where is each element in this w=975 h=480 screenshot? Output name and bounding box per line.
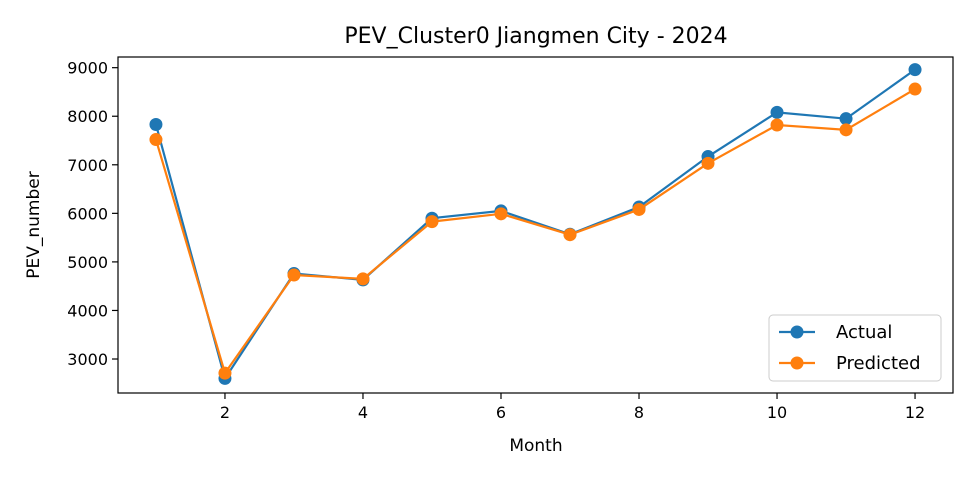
y-tick-label: 4000 (67, 301, 108, 320)
x-tick-label: 8 (634, 403, 644, 422)
data-point-predicted (563, 228, 577, 242)
y-tick-label: 3000 (67, 350, 108, 369)
data-point-predicted (494, 207, 508, 221)
legend-swatch-marker (790, 325, 804, 339)
y-tick-label: 7000 (67, 156, 108, 175)
x-axis-label: Month (509, 436, 562, 456)
x-tick-label: 12 (905, 403, 925, 422)
data-point-actual (770, 105, 784, 119)
x-tick-label: 6 (496, 403, 506, 422)
plot-frame (117, 56, 954, 394)
data-point-actual (149, 117, 163, 131)
data-point-predicted (425, 215, 439, 229)
data-point-predicted (770, 118, 784, 132)
series-layer (149, 63, 922, 385)
legend-swatch-marker (790, 356, 804, 370)
y-tick-label: 9000 (67, 59, 108, 78)
y-tick-label: 5000 (67, 253, 108, 272)
y-axis-ticks: 3000 4000 5000 6000 7000 8000 9000 (67, 59, 118, 369)
data-point-predicted (701, 156, 715, 170)
y-tick-label: 6000 (67, 204, 108, 223)
data-point-predicted (908, 82, 922, 96)
x-tick-label: 10 (767, 403, 787, 422)
chart-title: PEV_Cluster0 Jiangmen City - 2024 (344, 24, 727, 49)
y-tick-label: 8000 (67, 107, 108, 126)
legend-label: Predicted (836, 353, 921, 374)
data-point-predicted (287, 268, 301, 282)
y-axis-label: PEV_number (24, 171, 44, 278)
x-tick-label: 4 (358, 403, 368, 422)
x-tick-label: 2 (220, 403, 230, 422)
data-point-predicted (632, 202, 646, 216)
x-axis-ticks: 2 4 6 8 10 12 (220, 393, 925, 422)
data-point-predicted (356, 272, 370, 286)
data-point-predicted (839, 123, 853, 137)
series-line-predicted (154, 88, 916, 376)
legend: Actual Predicted (768, 314, 942, 382)
legend-label: Actual (836, 322, 892, 343)
data-point-actual (908, 63, 922, 77)
data-point-actual (839, 112, 853, 126)
data-point-predicted (149, 133, 163, 147)
data-point-predicted (218, 366, 232, 380)
